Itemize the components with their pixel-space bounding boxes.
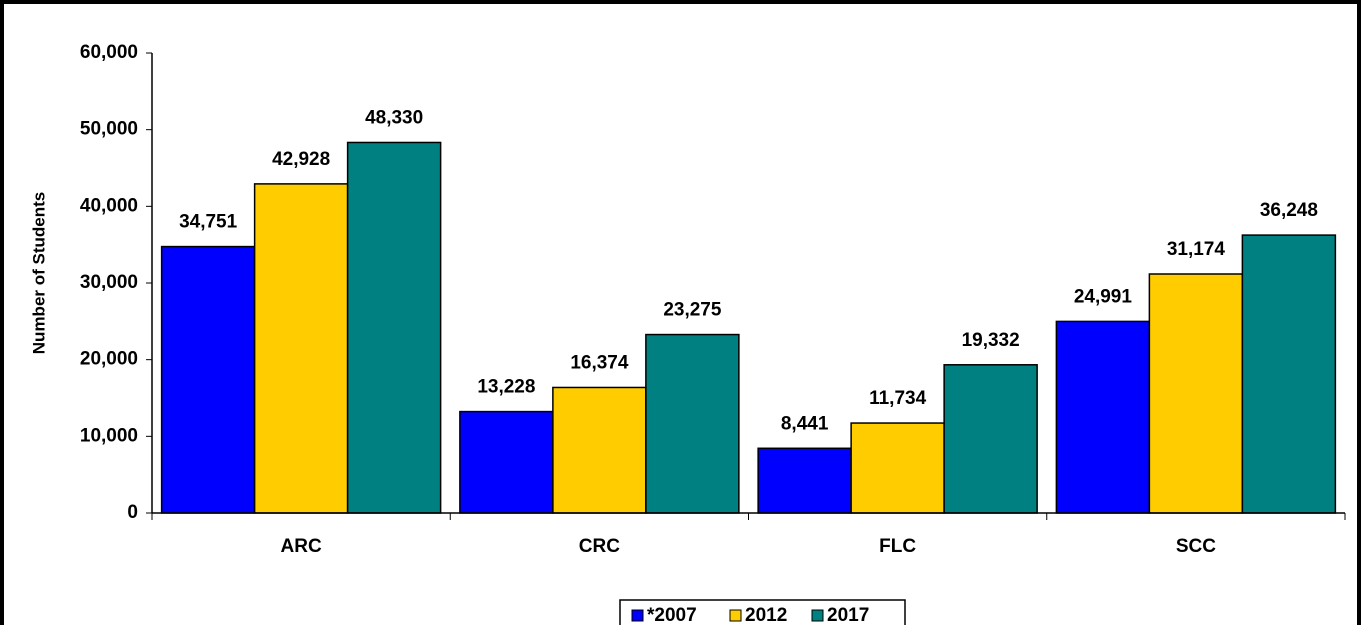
y-tick-label: 10,000 — [80, 425, 138, 446]
bar — [850, 422, 945, 514]
x-tick-label: CRC — [579, 536, 620, 557]
legend-label: *2007 — [647, 605, 697, 625]
y-tick-label: 0 — [127, 502, 138, 523]
bar — [645, 333, 740, 514]
bar — [1148, 273, 1244, 514]
value-label: 19,332 — [962, 330, 1020, 351]
legend-swatch — [729, 609, 742, 622]
bar — [757, 447, 852, 514]
bar — [1055, 320, 1151, 514]
value-label: 48,330 — [365, 107, 423, 128]
value-label: 36,248 — [1260, 200, 1318, 221]
x-tick-label: SCC — [1176, 536, 1216, 557]
legend-swatch — [631, 609, 644, 622]
value-label: 34,751 — [179, 212, 238, 233]
value-label: 11,734 — [869, 388, 926, 409]
legend-swatch — [811, 609, 824, 622]
y-axis-label: Number of Students — [29, 192, 48, 354]
x-tick-label: ARC — [281, 536, 322, 557]
value-label: 24,991 — [1074, 286, 1133, 307]
y-tick-label: 50,000 — [80, 119, 138, 140]
bar — [253, 183, 349, 514]
legend-box — [619, 599, 906, 625]
value-label: 23,275 — [663, 300, 722, 321]
bar — [943, 364, 1038, 514]
bar — [346, 141, 442, 514]
value-label: 8,441 — [781, 413, 829, 434]
value-label: 16,374 — [570, 352, 629, 373]
y-tick-label: 40,000 — [80, 195, 138, 216]
legend-label: 2012 — [745, 605, 787, 625]
y-tick-label: 30,000 — [80, 272, 138, 293]
legend-label: 2017 — [827, 605, 869, 625]
bar — [552, 386, 647, 514]
bar — [1241, 234, 1337, 514]
y-tick-label: 20,000 — [80, 349, 138, 370]
x-tick-label: FLC — [879, 536, 916, 557]
value-label: 13,228 — [477, 377, 535, 398]
y-tick-label: 60,000 — [80, 42, 138, 63]
bar — [160, 245, 256, 514]
value-label: 31,174 — [1167, 239, 1226, 260]
value-label: 42,928 — [272, 149, 330, 170]
bar — [459, 410, 554, 514]
